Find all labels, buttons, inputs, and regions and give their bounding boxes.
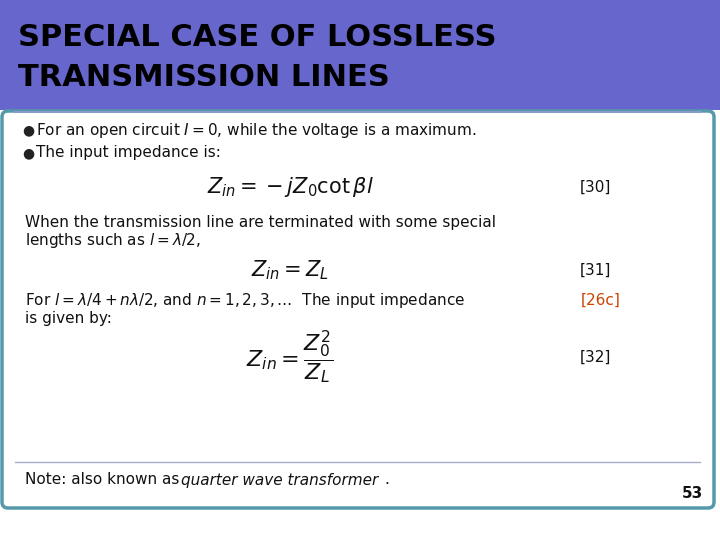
Text: [31]: [31] xyxy=(580,262,611,278)
Text: [26c]: [26c] xyxy=(581,293,621,307)
FancyBboxPatch shape xyxy=(0,0,720,110)
Text: The input impedance is:: The input impedance is: xyxy=(36,145,221,160)
Text: lengths such as $l = \lambda/2$,: lengths such as $l = \lambda/2$, xyxy=(25,231,201,249)
Text: [32]: [32] xyxy=(580,349,611,364)
Text: For an open circuit $I = 0$, while the voltage is a maximum.: For an open circuit $I = 0$, while the v… xyxy=(36,120,477,139)
Text: is given by:: is given by: xyxy=(25,310,112,326)
Text: .: . xyxy=(384,472,389,488)
Text: SPECIAL CASE OF LOSSLESS: SPECIAL CASE OF LOSSLESS xyxy=(18,23,497,51)
FancyBboxPatch shape xyxy=(2,111,714,508)
Text: $Z_{in} = \dfrac{Z_0^2}{Z_L}$: $Z_{in} = \dfrac{Z_0^2}{Z_L}$ xyxy=(246,328,333,386)
Text: $Z_{in} = -jZ_0 \cot \beta l$: $Z_{in} = -jZ_0 \cot \beta l$ xyxy=(207,175,374,199)
Text: TRANSMISSION LINES: TRANSMISSION LINES xyxy=(18,64,390,92)
Text: When the transmission line are terminated with some special: When the transmission line are terminate… xyxy=(25,214,496,230)
Text: quarter wave transformer: quarter wave transformer xyxy=(181,472,378,488)
Text: ●: ● xyxy=(22,123,34,137)
Text: 53: 53 xyxy=(682,485,703,501)
Text: ●: ● xyxy=(22,146,34,160)
Text: Note: also known as: Note: also known as xyxy=(25,472,184,488)
Text: For $l = \lambda/4 + n\lambda/2$, and $n = 1, 2, 3, \ldots$  The input impedance: For $l = \lambda/4 + n\lambda/2$, and $n… xyxy=(25,291,466,309)
Text: $Z_{in} = Z_L$: $Z_{in} = Z_L$ xyxy=(251,258,329,282)
Text: [30]: [30] xyxy=(580,179,611,194)
